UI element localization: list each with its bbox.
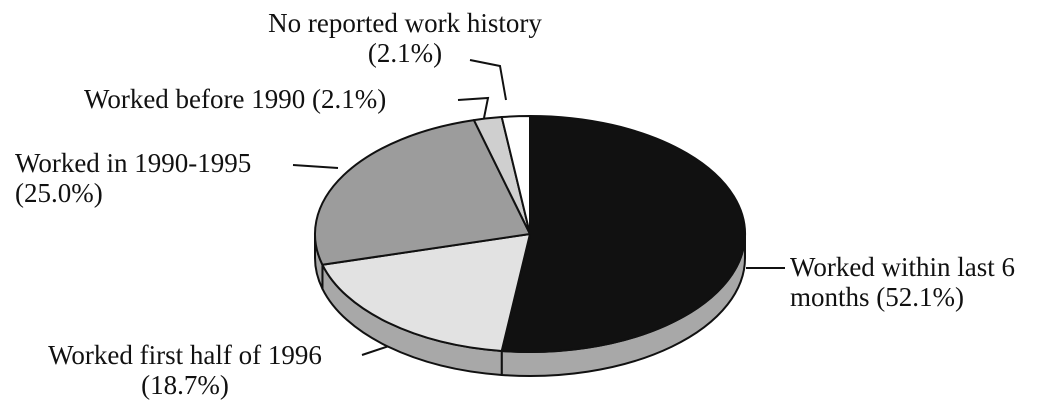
pie-slice xyxy=(500,115,747,353)
slice-label: Worked in 1990-1995 (25.0%) xyxy=(15,148,315,208)
value-label: (2.1%) xyxy=(367,38,443,68)
category-label: Worked first half of 1996 xyxy=(48,340,322,370)
pie-slice xyxy=(321,233,531,352)
slice-label: Worked first half of 1996 (18.7%) xyxy=(0,340,370,400)
leader-line xyxy=(292,164,339,169)
category-label: No reported work history xyxy=(268,8,542,38)
leader-line xyxy=(457,96,490,119)
category-label: Worked before 1990 xyxy=(84,84,306,114)
pie-slice xyxy=(500,115,531,235)
slice-label: No reported work history (2.1%) xyxy=(230,8,580,68)
category-label: Worked in 1990-1995 xyxy=(15,148,252,178)
value-label: (25.0%) xyxy=(15,178,103,208)
slice-label: Worked before 1990 (2.1%) xyxy=(84,84,464,114)
slice-label: Worked within last 6 months (52.1%) xyxy=(790,252,1025,312)
value-label: (52.1%) xyxy=(876,282,964,312)
pie-slice xyxy=(314,119,531,266)
value-label: (2.1%) xyxy=(312,84,387,114)
category-label: Worked within last 6 months xyxy=(790,252,1016,312)
value-label: (18.7%) xyxy=(141,370,229,400)
leader-line xyxy=(469,59,507,101)
